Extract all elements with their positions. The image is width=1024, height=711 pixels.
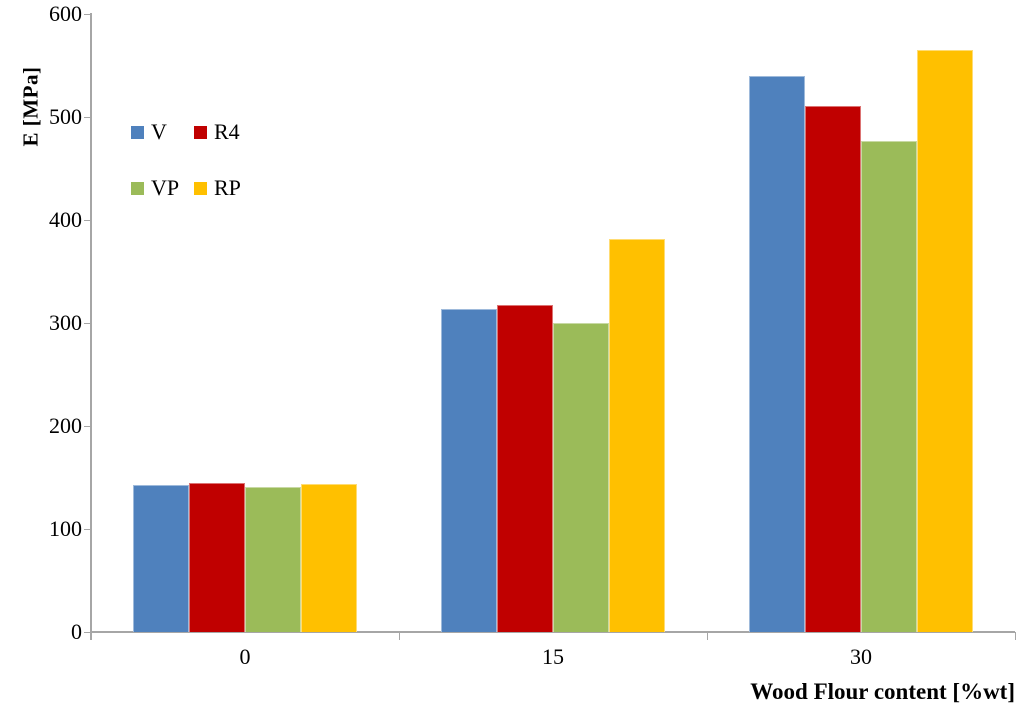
bar-group-15	[399, 239, 707, 632]
x-category-label: 15	[542, 644, 564, 669]
legend-swatch-icon	[194, 125, 207, 139]
legend-item-V: V	[131, 121, 194, 143]
x-tick-mark	[91, 632, 92, 640]
x-category-label: 30	[850, 644, 872, 669]
y-tick-label: 600	[49, 1, 82, 26]
bar-V-15	[441, 309, 497, 632]
y-axis-line	[90, 13, 92, 640]
y-tick-label: 200	[49, 413, 82, 438]
bar-group-0	[91, 483, 399, 632]
x-axis-title: Wood Flour content [%wt]	[750, 679, 1015, 704]
y-tick-label: 0	[71, 619, 82, 644]
bar-V-0	[133, 485, 189, 632]
y-tick-label: 100	[49, 516, 82, 541]
x-tick-mark	[399, 632, 400, 640]
legend-swatch-icon	[194, 181, 207, 195]
bar-VP-30	[861, 141, 917, 632]
bar-RP-15	[609, 239, 665, 632]
y-tick-mark	[84, 426, 91, 427]
y-tick-mark	[84, 632, 91, 633]
legend-swatch-icon	[131, 125, 144, 139]
x-tick-mark	[1015, 632, 1016, 640]
bar-R4-30	[805, 106, 861, 632]
bar-RP-30	[917, 50, 973, 632]
x-category-label: 0	[239, 644, 251, 669]
y-tick-mark	[84, 220, 91, 221]
legend-label: VP	[151, 175, 180, 200]
bar-R4-15	[497, 305, 553, 632]
y-tick-label: 300	[49, 310, 82, 335]
legend-item-VP: VP	[131, 177, 194, 199]
y-tick-mark	[84, 14, 91, 15]
y-tick-mark	[84, 323, 91, 324]
legend-label: V	[151, 119, 167, 144]
y-tick-label: 500	[49, 104, 82, 129]
y-tick-mark	[84, 529, 91, 530]
bar-VP-15	[553, 323, 609, 632]
chart-legend: V R4 VP RP	[131, 121, 241, 199]
y-tick-mark	[84, 117, 91, 118]
legend-label: RP	[214, 175, 241, 200]
y-tick-label: 400	[49, 207, 82, 232]
bar-R4-0	[189, 483, 245, 632]
x-axis-line	[90, 631, 1015, 633]
bar-VP-0	[245, 487, 301, 632]
legend-item-R4: R4	[194, 121, 241, 143]
legend-label: R4	[214, 119, 240, 144]
bar-V-30	[749, 76, 805, 632]
legend-item-RP: RP	[194, 177, 241, 199]
bar-RP-0	[301, 484, 357, 632]
bar-group-30	[707, 50, 1015, 632]
x-tick-mark	[707, 632, 708, 640]
legend-swatch-icon	[131, 181, 144, 195]
